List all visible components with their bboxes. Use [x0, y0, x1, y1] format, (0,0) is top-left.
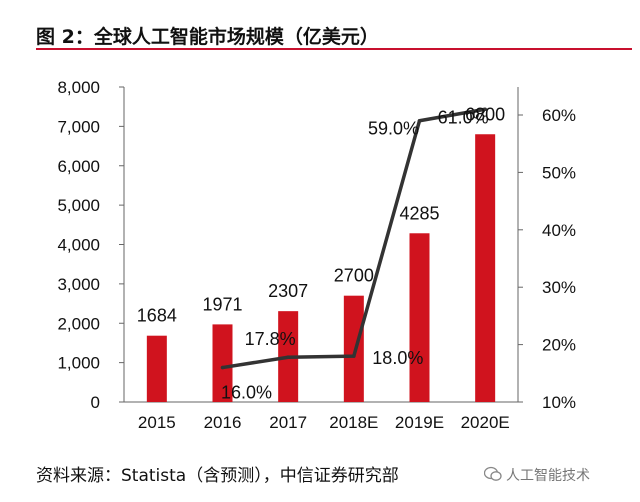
left-tick-label: 3,000: [57, 275, 100, 294]
left-tick-label: 6,000: [57, 157, 100, 176]
growth-point: [352, 354, 356, 358]
figure-source: 资料来源：Statista（含预测），中信证券研究部: [36, 466, 399, 486]
growth-value-label: 18.0%: [372, 348, 423, 368]
left-tick-label: 8,000: [57, 78, 100, 97]
right-tick-label: 10%: [542, 393, 576, 412]
bar: [146, 335, 167, 402]
left-tick-label: 7,000: [57, 117, 100, 136]
bar-value-label: 2700: [334, 266, 374, 286]
bar-value-label: 6800: [465, 104, 505, 124]
x-tick-label: 2016: [204, 413, 242, 432]
bar-value-label: 4285: [399, 203, 439, 223]
watermark: 人工智能技术: [506, 468, 590, 484]
left-tick-label: 5,000: [57, 196, 100, 215]
growth-point: [417, 118, 422, 123]
left-tick-label: 2,000: [57, 314, 100, 333]
right-tick-label: 60%: [542, 106, 576, 125]
bar: [343, 295, 364, 402]
growth-value-label: 61.0%: [438, 107, 489, 127]
growth-point: [286, 355, 290, 360]
bar: [212, 324, 233, 402]
left-tick-label: 4,000: [57, 236, 100, 255]
bar-value-label: 1684: [137, 306, 177, 326]
growth-value-label: 59.0%: [368, 119, 419, 139]
growth-value-label: 16.0%: [221, 383, 272, 403]
right-tick-label: 40%: [542, 221, 576, 240]
growth-point: [483, 107, 487, 112]
growth-value-label: 17.8%: [245, 329, 296, 349]
x-tick-label: 2015: [138, 413, 176, 432]
title-divider: [36, 48, 632, 50]
bar: [475, 134, 496, 402]
x-tick-label: 2018E: [329, 413, 378, 432]
growth-point: [220, 365, 225, 370]
bar-value-label: 1971: [202, 294, 242, 314]
right-tick-label: 20%: [542, 336, 576, 355]
left-tick-label: 0: [91, 393, 100, 412]
figure-title: 图 2：全球人工智能市场规模（亿美元）: [36, 26, 379, 48]
left-tick-label: 1,000: [57, 354, 100, 373]
bar: [409, 233, 430, 402]
x-tick-label: 2019E: [395, 413, 444, 432]
bar-value-label: 2307: [268, 281, 308, 301]
right-tick-label: 50%: [542, 163, 576, 182]
x-tick-label: 2017: [269, 413, 307, 432]
x-tick-label: 2020E: [461, 413, 510, 432]
right-tick-label: 30%: [542, 278, 576, 297]
wechat-icon: [484, 466, 502, 481]
